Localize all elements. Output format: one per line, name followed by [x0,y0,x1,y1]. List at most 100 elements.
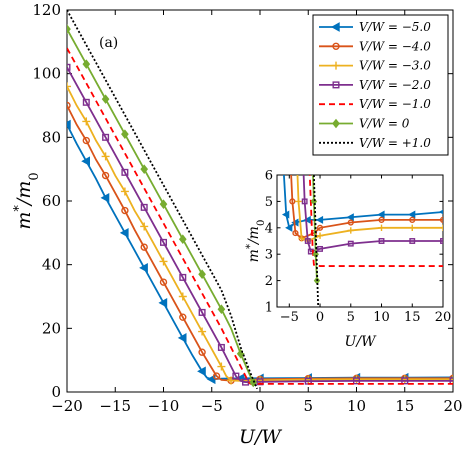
data-point [217,304,226,315]
inset-data-point [316,232,324,239]
data-point [121,168,129,176]
inset-data-point [292,229,299,237]
data-point [82,117,91,126]
data-point [82,136,91,145]
x-tick-label: 20 [435,310,452,325]
data-point [101,152,110,161]
legend-entry: V/W = 0 [319,117,410,131]
y-tick-label: 1 [265,301,273,316]
x-tick-label: 5 [303,397,313,415]
inset-y-axis-label: m*/m0 [245,220,267,263]
inset-data-point [378,238,385,244]
inset-data-point [409,224,416,231]
x-tick-label: 10 [373,310,390,325]
x-tick-label: −5 [280,310,299,325]
x-tick-label: 0 [255,397,265,415]
inset-data-point [303,215,311,224]
data-point [449,377,453,385]
legend: V/W = −5.0 V/W = −4.0 V/W = −3.0 V/W = −2.0… [312,14,449,156]
series-v-w-2-0 [67,63,453,386]
legend-label: V/W = −3.0 [359,59,431,73]
y-tick-label: 0 [51,383,61,401]
legend-entry: V/W = −2.0 [319,78,431,92]
inset-data-point [289,198,296,205]
data-point [197,366,206,377]
data-point [227,376,236,385]
inset-data-point [317,245,323,252]
data-point [242,378,250,386]
data-point [159,199,168,209]
data-point [120,187,129,196]
inset-data-point [285,223,293,232]
data-point [232,372,240,380]
data-point [121,206,129,215]
x-tick-label: 15 [404,310,421,325]
data-point [401,377,409,385]
x-tick-label: −20 [51,397,83,415]
y-tick-label: 100 [32,65,61,83]
data-point [198,327,207,336]
inset-data-point [439,224,443,231]
data-point [121,129,129,139]
inset-data-point [378,224,385,231]
legend-label: V/W = +1.0 [359,136,431,150]
data-point [100,192,110,203]
inset-data-point [409,238,416,244]
data-point [140,164,149,174]
legend-entry: V/W = +1.0 [319,136,431,150]
data-point [198,269,206,280]
y-tick-label: 5 [265,195,273,210]
inset-data-point [281,210,290,219]
inset-series [301,175,443,255]
y-tick-label: 120 [32,1,61,19]
inset-data-point [298,235,305,242]
data-point [82,59,91,69]
data-point [140,243,148,251]
inset-data-point [347,227,354,234]
legend-entry: V/W = −1.0 [319,97,431,111]
inset-data-point [439,216,443,223]
data-point [102,133,110,141]
data-point [139,263,148,273]
y-tick-label: 60 [42,192,61,210]
inset-data-point [315,215,324,224]
x-axis-label: U/W [239,426,282,448]
data-point [67,119,71,130]
data-point [178,292,187,301]
data-point [198,308,206,316]
y-axis-label: m*/m0 [12,172,42,229]
data-point [119,227,129,238]
data-point [178,234,187,245]
inset-data-point [440,238,443,244]
x-tick-label: 5 [347,310,355,325]
data-point [81,156,90,167]
inset-data-point [346,213,354,222]
y-tick-label: 80 [42,128,61,146]
legend-marker [332,42,340,50]
data-point [82,98,90,106]
data-point [67,101,71,110]
legend-marker [330,22,340,32]
data-point [159,257,168,266]
data-point [353,377,361,385]
inset-plot: −5 0 5 10 15 20 1 2 3 4 5 6 U/W m*/m0 [243,168,452,353]
data-point [249,377,258,388]
inset-series-line [290,175,443,240]
x-tick-label: 0 [316,310,324,325]
inset-data-point [378,216,385,223]
y-tick-label: 6 [265,169,273,184]
legend-label: V/W = −5.0 [359,20,431,34]
series-v-w-0 [67,24,258,388]
legend-marker [332,118,340,129]
legend-label: V/W = −2.0 [359,78,431,92]
inset-data-point [408,210,416,219]
inset-data-point [301,198,308,205]
data-point [177,333,187,343]
inset-data-point [438,209,443,215]
inset-data-point [347,240,354,247]
data-point [140,203,148,211]
inset-x-axis-label: U/W [345,334,378,350]
panel-label: (a) [99,35,118,51]
data-point [101,171,110,180]
